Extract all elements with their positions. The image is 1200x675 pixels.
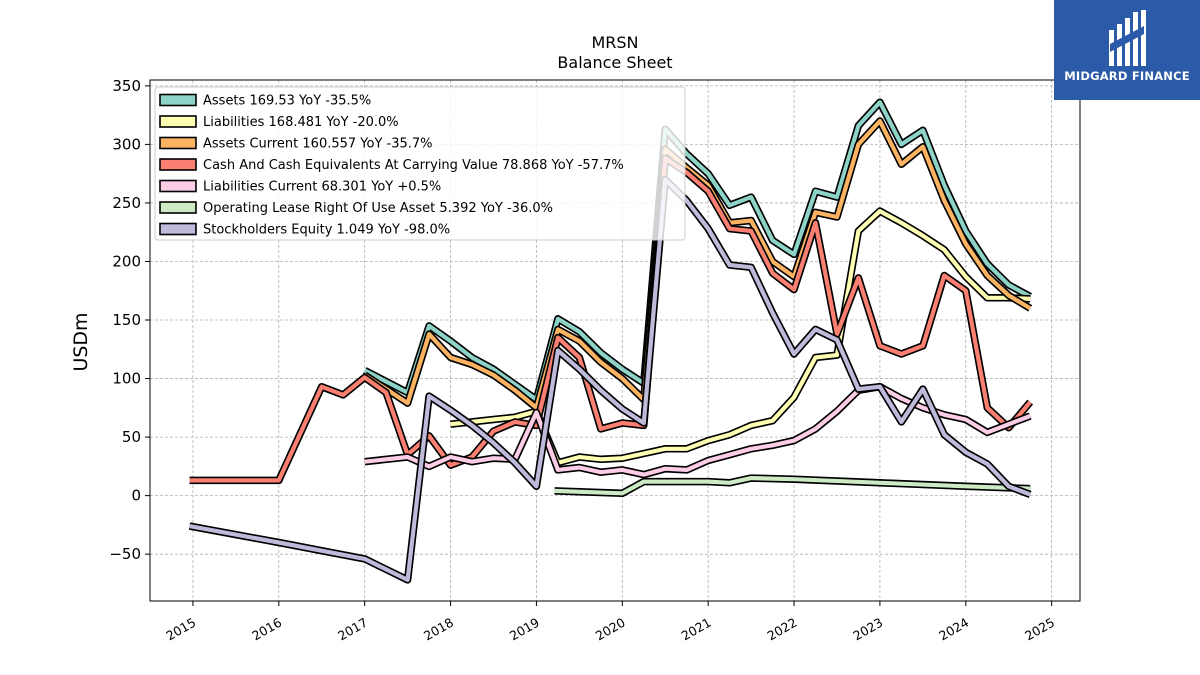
chart-subtitle: Balance Sheet bbox=[557, 53, 672, 72]
series-line bbox=[189, 177, 1031, 583]
legend-label: Assets 169.53 YoY -35.5% bbox=[203, 94, 371, 109]
series-line bbox=[554, 476, 1031, 496]
y-axis: −50 0 50 100 150 200 250 300 350 bbox=[109, 77, 150, 563]
x-tick-label: 2019 bbox=[507, 615, 542, 644]
legend-swatch bbox=[159, 136, 197, 150]
logo-mark-icon bbox=[1109, 10, 1146, 66]
y-tick-label: 300 bbox=[112, 135, 141, 153]
x-tick-label: 2021 bbox=[679, 615, 714, 644]
series-2 bbox=[362, 117, 1033, 412]
x-axis: 2015 2016 2017 2018 2019 2020 2021 2022 2023 2024… bbox=[163, 601, 1057, 644]
x-tick-label: 2022 bbox=[764, 615, 799, 644]
legend-label: Liabilities Current 68.301 YoY +0.5% bbox=[203, 180, 441, 195]
legend: Assets 169.53 YoY -35.5% Liabilities 168.… bbox=[154, 86, 686, 241]
series-lines bbox=[188, 98, 1034, 584]
series-5 bbox=[554, 474, 1031, 498]
y-tick-label: 200 bbox=[112, 252, 141, 270]
plot-frame bbox=[149, 79, 1081, 602]
series-line bbox=[363, 118, 1032, 410]
series-0 bbox=[362, 98, 1032, 404]
midgard-finance-logo: MIDGARD FINANCE bbox=[1054, 0, 1200, 100]
legend-swatch bbox=[159, 158, 197, 171]
y-tick-label: 250 bbox=[112, 194, 141, 212]
legend-label: Liabilities 168.481 YoY -20.0% bbox=[203, 115, 399, 130]
x-tick-label: 2015 bbox=[163, 615, 198, 644]
x-tick-label: 2016 bbox=[249, 615, 284, 644]
x-tick-label: 2024 bbox=[936, 615, 971, 644]
x-tick-label: 2025 bbox=[1022, 615, 1057, 644]
legend-swatch bbox=[159, 179, 197, 193]
x-tick-label: 2017 bbox=[335, 615, 370, 644]
legend-label: Stockholders Equity 1.049 YoY -98.0% bbox=[203, 223, 450, 238]
legend-swatch bbox=[159, 115, 197, 128]
logo-text: MIDGARD FINANCE bbox=[1064, 69, 1190, 83]
y-axis-label: USDm bbox=[70, 312, 92, 371]
legend-swatch bbox=[159, 201, 197, 214]
series-4 bbox=[364, 382, 1032, 479]
chart-title: MRSN bbox=[591, 33, 638, 52]
legend-label: Operating Lease Right Of Use Asset 5.392… bbox=[203, 201, 553, 216]
x-tick-label: 2018 bbox=[421, 615, 456, 644]
y-tick-label: 0 bbox=[131, 487, 141, 505]
legend-swatch bbox=[159, 93, 197, 107]
y-tick-label: 150 bbox=[112, 311, 141, 329]
series-6 bbox=[188, 175, 1032, 584]
y-tick-label: 350 bbox=[112, 77, 141, 95]
legend-label: Assets Current 160.557 YoY -35.7% bbox=[203, 137, 433, 152]
x-tick-label: 2023 bbox=[850, 615, 885, 644]
x-tick-label: 2020 bbox=[593, 615, 628, 644]
series-line bbox=[363, 100, 1032, 402]
legend-swatch bbox=[159, 222, 197, 236]
y-tick-label: 50 bbox=[122, 428, 141, 446]
legend-label: Cash And Cash Equivalents At Carrying Va… bbox=[203, 158, 624, 173]
y-tick-label: 100 bbox=[112, 370, 141, 388]
series-line bbox=[364, 384, 1031, 477]
y-tick-label: −50 bbox=[109, 545, 141, 563]
legend-box bbox=[154, 86, 686, 241]
